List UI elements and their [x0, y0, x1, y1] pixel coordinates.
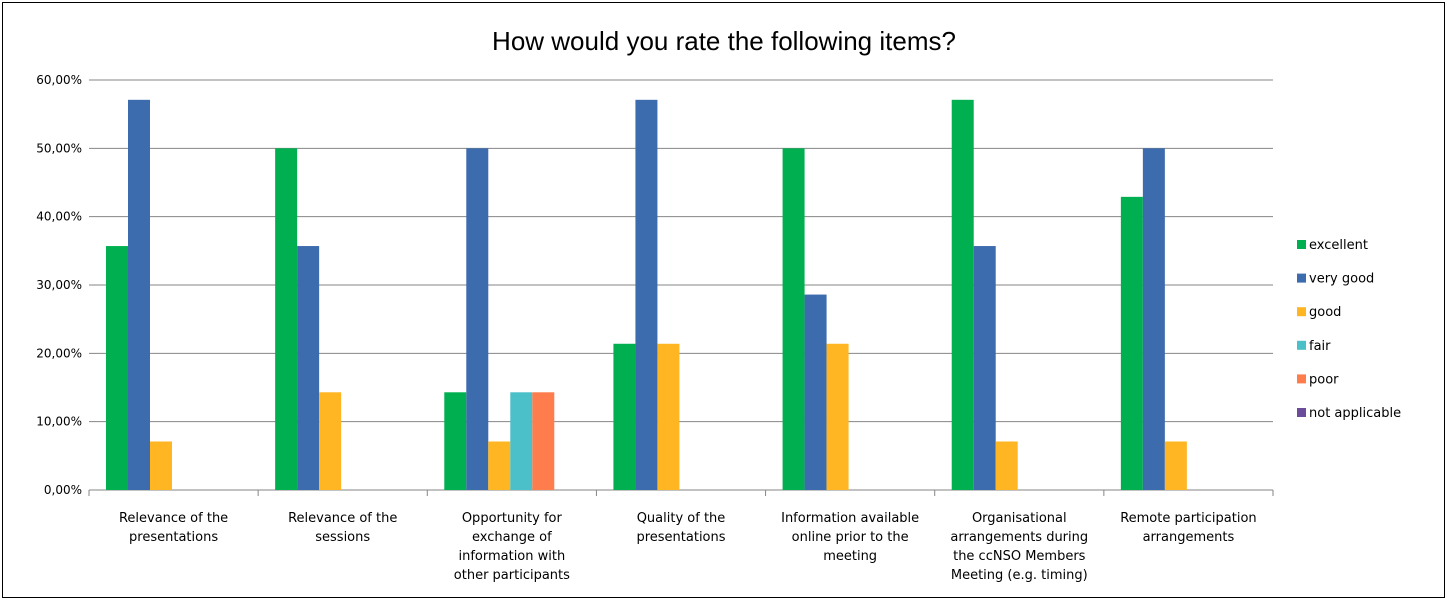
x-category-label-line: online prior to the	[792, 530, 909, 545]
x-category-label-line: sessions	[315, 530, 370, 545]
legend-label: very good	[1309, 272, 1374, 287]
bar-good	[826, 343, 849, 490]
legend-swatch	[1297, 374, 1306, 384]
x-category-label: Opportunity for exchange of information wi…	[454, 511, 570, 583]
bar-good	[657, 343, 680, 490]
bar-excellent	[951, 99, 974, 491]
x-category-label-line: Opportunity for	[462, 511, 563, 526]
x-category-label-line: Relevance of the	[119, 511, 228, 526]
chart-title: How would you rate the following items?	[492, 26, 956, 56]
legend-label: not applicable	[1309, 406, 1401, 421]
bar-good	[488, 441, 511, 490]
x-category-label-line: presentations	[129, 530, 218, 545]
bar-very-good	[466, 148, 489, 491]
bar-good	[1164, 441, 1187, 490]
y-tick-label: 50,00%	[36, 141, 82, 155]
x-category-label-line: arrangements	[1143, 530, 1235, 545]
bar-very-good	[128, 99, 150, 491]
x-category-label-line: presentations	[636, 530, 725, 545]
legend-swatch	[1297, 273, 1306, 283]
bar-excellent	[275, 148, 298, 491]
x-category-label-line: arrangements during	[950, 530, 1088, 545]
x-category-label: Quality of the presentations	[636, 511, 725, 545]
bar-excellent	[444, 392, 467, 490]
legend-label: good	[1309, 305, 1341, 320]
y-tick-label: 10,00%	[36, 415, 82, 429]
bar-very-good	[1142, 148, 1165, 491]
x-category-label: Organisational arrangements during the ccN…	[950, 511, 1088, 583]
x-category-label: Relevance of the sessions	[288, 511, 397, 545]
bar-very-good	[804, 294, 827, 490]
x-category-label-line: Remote participation	[1120, 511, 1256, 526]
y-tick-label: 60,00%	[36, 73, 82, 87]
x-category-label-line: meeting	[823, 549, 877, 564]
y-tick-label: 20,00%	[36, 346, 82, 360]
bar-good	[995, 441, 1018, 490]
legend-label: fair	[1309, 339, 1331, 354]
x-category-label-line: information with	[458, 549, 565, 564]
legend-swatch	[1297, 307, 1306, 317]
bar-excellent	[613, 343, 636, 490]
x-category-label-line: Organisational	[972, 511, 1067, 526]
legend-label: excellent	[1309, 238, 1368, 253]
legend-label: poor	[1309, 372, 1339, 387]
x-category-label-line: Meeting (e.g. timing)	[951, 568, 1088, 583]
y-tick-label: 30,00%	[36, 278, 82, 292]
bar-excellent	[106, 246, 128, 490]
x-category-label-line: Relevance of the	[288, 511, 397, 526]
bar-poor	[532, 392, 555, 490]
y-tick-label: 40,00%	[36, 210, 82, 224]
bar-very-good	[297, 246, 320, 490]
x-category-label: Information available online prior to the…	[781, 511, 919, 564]
bar-very-good	[635, 99, 658, 491]
bar-excellent	[1120, 196, 1143, 490]
bar-good	[319, 392, 342, 490]
x-category-label: Remote participation arrangements	[1120, 511, 1256, 545]
legend-swatch	[1297, 408, 1306, 417]
bar-good	[150, 441, 172, 490]
bar-fair	[510, 392, 533, 490]
x-category-label-line: exchange of	[472, 530, 552, 545]
bar-very-good	[973, 246, 996, 490]
y-tick-label: 0,00%	[44, 483, 82, 497]
legend-swatch	[1297, 340, 1306, 350]
x-category-label: Relevance of the presentations	[119, 511, 228, 545]
x-category-label-line: Information available	[781, 511, 919, 526]
x-category-label-line: other participants	[454, 568, 570, 583]
legend-swatch	[1297, 240, 1306, 249]
x-category-label-line: the ccNSO Members	[953, 549, 1086, 564]
bar-excellent	[782, 148, 805, 491]
x-category-label-line: Quality of the	[637, 511, 726, 526]
